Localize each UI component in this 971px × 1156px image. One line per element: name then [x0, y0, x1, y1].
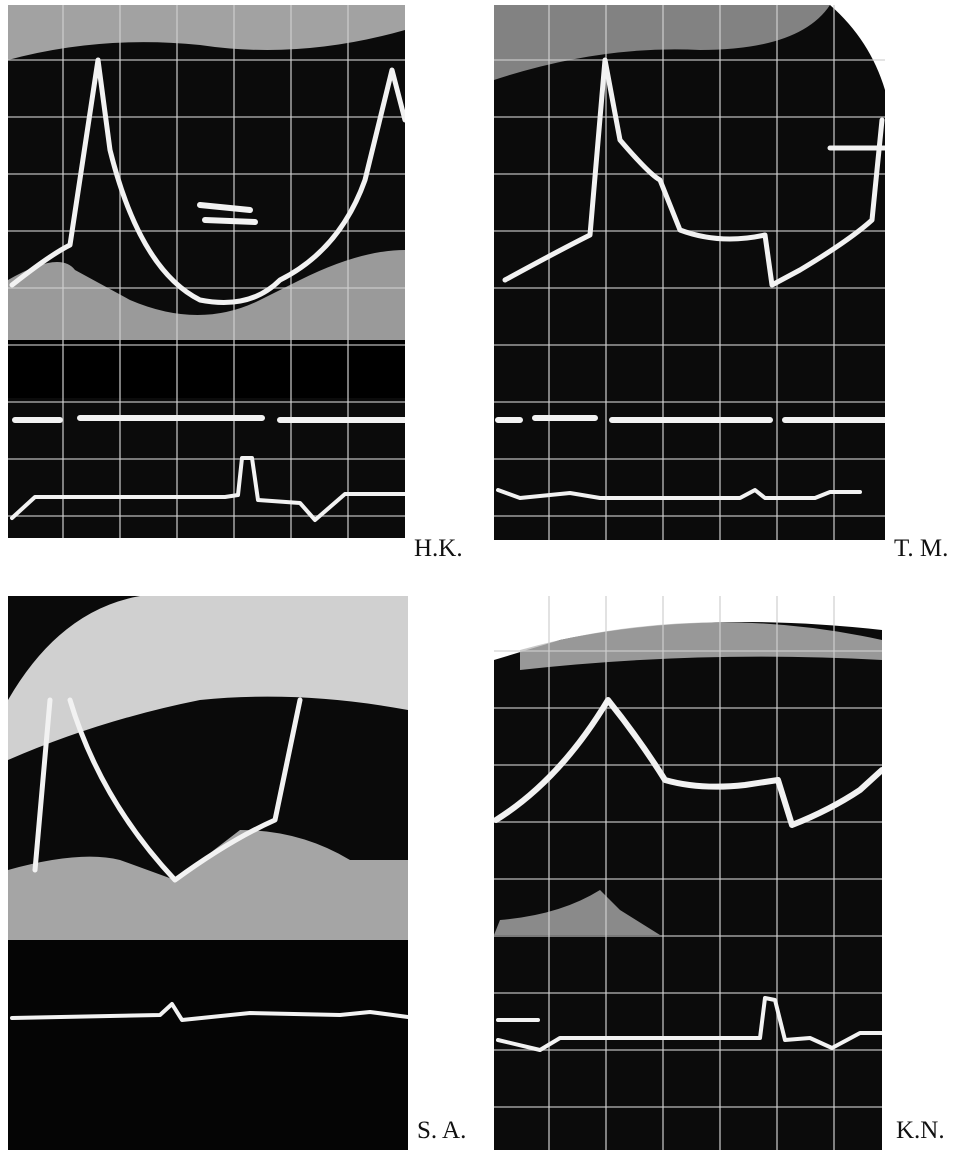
grid: [8, 5, 405, 538]
grid: [494, 596, 882, 1150]
panel-label: K.N.: [896, 1117, 945, 1144]
panel-label: H.K.: [414, 535, 463, 562]
panel-kn: [494, 596, 882, 1150]
panel-label: T. M.: [894, 535, 948, 562]
panel-sa: [8, 596, 408, 1150]
panel-tm: [494, 5, 885, 540]
panel-label: S. A.: [417, 1117, 466, 1144]
panel-hk: [8, 5, 405, 538]
